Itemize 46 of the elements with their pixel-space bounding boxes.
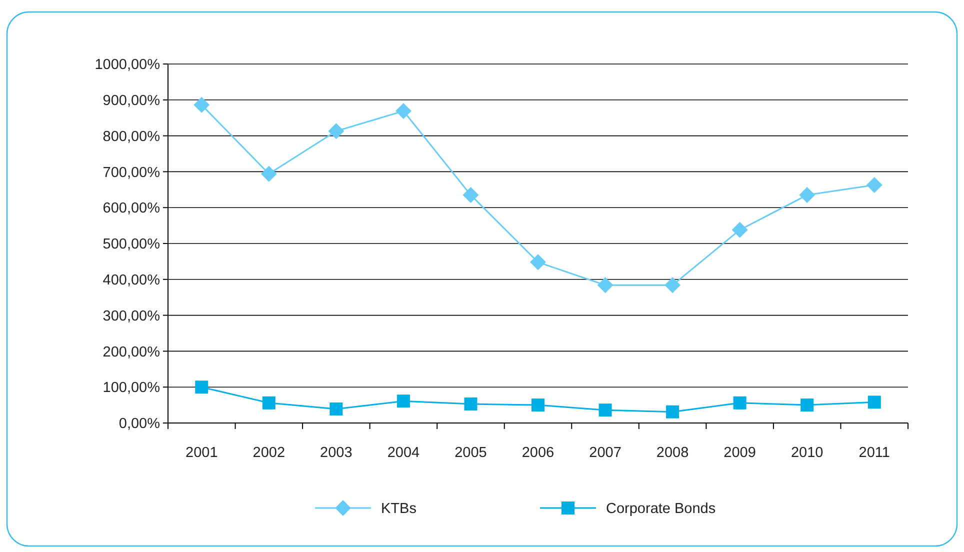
x-tick-label: 2008 — [656, 445, 689, 461]
y-tick-label: 400,00% — [102, 272, 160, 288]
point — [262, 396, 276, 410]
point — [733, 396, 746, 410]
x-tick-label: 2004 — [387, 445, 420, 461]
legend-label: KTBs — [381, 501, 416, 518]
point — [462, 187, 479, 204]
point — [194, 96, 210, 113]
y-tick-label: 600,00% — [102, 200, 160, 217]
point — [330, 402, 343, 416]
point — [464, 397, 478, 410]
y-tick-label: 1000,00% — [94, 57, 160, 74]
point — [395, 103, 412, 120]
point — [396, 394, 410, 408]
x-tick-label: 2005 — [454, 445, 487, 461]
y-tick-label: 300,00% — [102, 308, 160, 324]
point — [328, 123, 344, 140]
y-tick-label: 900,00% — [102, 92, 160, 109]
point — [597, 277, 614, 294]
y-tick-label: 200,00% — [102, 344, 160, 360]
point — [732, 222, 748, 238]
point — [866, 176, 882, 193]
point — [530, 254, 546, 270]
x-tick-label: 2006 — [522, 445, 554, 461]
x-tick-label: 2011 — [858, 445, 890, 461]
x-tick-label: 2002 — [252, 445, 286, 461]
point — [868, 396, 881, 409]
point — [532, 398, 544, 412]
x-tick-label: 2003 — [320, 445, 352, 461]
legend-label: Corporate Bonds — [606, 501, 716, 518]
point — [666, 405, 680, 418]
y-tick-label: 100,00% — [102, 380, 160, 396]
x-tick-label: 2007 — [589, 445, 622, 461]
x-tick-label: 2001 — [186, 445, 218, 461]
point — [598, 404, 612, 417]
y-tick-label: 800,00% — [102, 128, 160, 145]
y-tick-label: 500,00% — [102, 236, 160, 253]
x-tick-label: 2010 — [790, 445, 824, 461]
x-tick-label: 2009 — [724, 445, 756, 461]
point — [800, 398, 814, 412]
point — [195, 380, 208, 394]
point — [664, 277, 681, 294]
point — [260, 166, 277, 182]
point — [799, 187, 816, 204]
y-tick-label: 0,00% — [118, 416, 160, 432]
y-tick-label: 700,00% — [102, 164, 160, 181]
